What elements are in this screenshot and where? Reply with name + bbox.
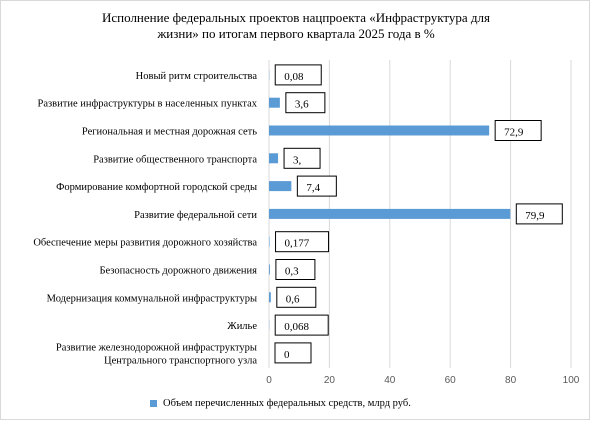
data-label-text: 7,4 [306,182,320,194]
category-label: Безопасность дорожного движения [99,266,257,277]
category-label: Центрального транспортного узла [104,355,257,366]
data-label-text: 72,9 [504,127,524,139]
data-label-box [494,120,542,141]
bar [269,153,279,164]
legend: Объем перечисленных федеральных средств,… [150,398,411,409]
category-label: Региональная и местная дорожная сеть [82,127,257,138]
legend-label: Объем перечисленных федеральных средств,… [163,398,411,409]
data-label-box [274,342,312,364]
data-label: 72,9 [494,120,542,141]
category-label: Развитие инфраструктуры в населенных пун… [38,99,258,110]
bars [269,69,511,331]
data-label-box [515,203,563,225]
category-label: Новый ритм строительства [136,71,258,82]
data-label: 0,08 [274,64,322,86]
bar [269,125,490,136]
data-label-box [274,64,322,86]
data-label: 79,9 [515,203,563,225]
data-label: 0 [274,342,312,364]
x-tick-label: 20 [324,375,336,386]
data-label-text: 0,08 [284,71,304,83]
bar [269,181,292,192]
data-label-box [275,231,330,253]
data-label-box [296,175,337,197]
data-label-box [283,147,321,169]
category-label: Модернизация коммунальной инфраструктуры [47,293,257,304]
data-label-text: 79,9 [525,210,545,222]
data-label-box [276,286,317,308]
bar [269,264,270,275]
data-label: 7,4 [296,175,337,197]
category-label: Развитие железнодорожной инфраструктуры [56,342,257,353]
category-label: Формирование комфортной городской среды [56,182,257,193]
category-label: Обеспечение меры развития дорожного хозя… [33,238,257,249]
bar [269,236,270,247]
data-label: 3, [283,147,321,169]
x-tick-label: 100 [563,375,580,386]
x-tick-label: 40 [384,375,396,386]
x-tick-label: 0 [266,375,272,386]
data-label-text: 0 [284,349,290,361]
x-tick-label: 80 [505,375,517,386]
data-label: 0,177 [275,231,330,253]
data-label: 0,6 [276,286,317,308]
bar [269,292,271,303]
data-label-box [274,314,329,336]
legend-swatch [150,400,157,407]
data-label: 3,6 [285,92,326,114]
data-label-box [285,92,326,114]
data-label-text: 3, [293,154,302,166]
data-label-text: 0,177 [285,238,310,250]
chart-title-line-1: Исполнение федеральных проектов нацпроек… [102,10,490,25]
category-label: Развитие общественного транспорта [93,154,257,165]
data-labels: 0,08 3,6 72,9 3, 7,4 79,9 0,177 0,3 0,6 0,068 0 [274,64,563,364]
data-label-text: 0,3 [285,266,299,278]
category-labels: Новый ритм строительства Развитие инфраст… [33,71,258,366]
chart-title-line-2: жизни» по итогам первого квартала 2025 г… [157,26,435,41]
x-tick-label: 60 [445,375,457,386]
data-label-text: 0,068 [284,321,309,333]
category-label: Развитие федеральной сети [134,210,257,221]
data-label: 0,3 [275,259,316,280]
x-axis-ticks: 0 20 40 60 80 100 [266,375,580,386]
chart-title: Исполнение федеральных проектов нацпроек… [60,10,532,42]
data-label-text: 0,6 [286,293,300,305]
data-label-box [275,259,316,280]
data-label-text: 3,6 [295,99,309,111]
category-label: Жилье [227,321,257,332]
bar [269,97,280,108]
data-label: 0,068 [274,314,329,336]
bar [269,208,511,219]
